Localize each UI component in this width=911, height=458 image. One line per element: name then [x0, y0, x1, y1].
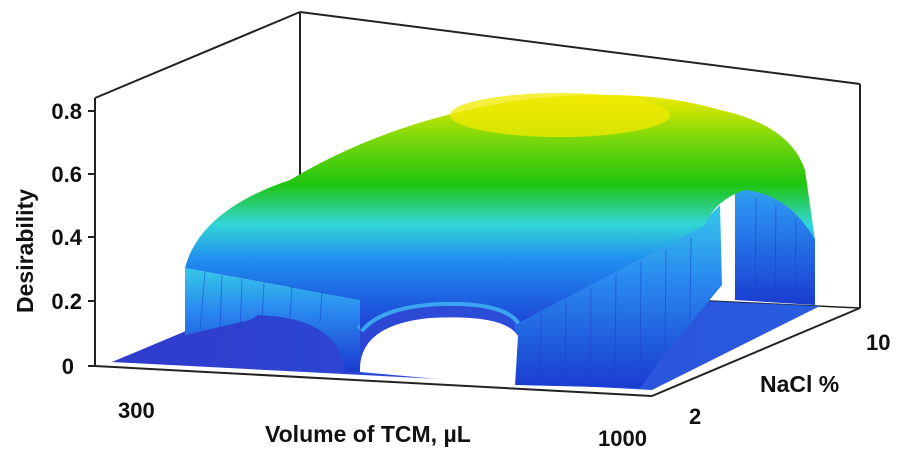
- x-axis-title: Volume of TCM, µL: [265, 421, 471, 447]
- x-axis-line: [94, 365, 653, 397]
- surface-body: [185, 93, 815, 388]
- back-right-top: [299, 11, 861, 85]
- surface-peak-highlight: [450, 93, 670, 137]
- back-top-edge: [94, 11, 301, 99]
- y-tick-label: 10: [866, 330, 890, 355]
- x-axis-labels: 300 1000 Volume of TCM, µL: [118, 398, 647, 451]
- y-tick-label: 2: [689, 404, 701, 429]
- axes-box: [94, 11, 861, 397]
- y-axis-line: [651, 307, 861, 397]
- z-tick-label: 0.6: [51, 162, 82, 187]
- z-tick-label: 0.2: [51, 289, 82, 314]
- surface-facet-lines: [199, 197, 797, 385]
- z-ticks: 0 0.2 0.4 0.6 0.8: [51, 99, 95, 379]
- z-axis-title: Desirability: [12, 189, 38, 313]
- x-tick-label: 300: [118, 398, 155, 423]
- y-axis-labels: 2 10 NaCl %: [689, 330, 890, 429]
- surface-wall-front-right: [515, 205, 722, 388]
- z-tick-label: 0: [62, 354, 74, 379]
- y-axis-title: NaCl %: [760, 371, 839, 397]
- surface-wall-front-left: [185, 268, 360, 372]
- z-tick-label: 0.8: [51, 99, 82, 124]
- x-tick-label: 1000: [598, 426, 647, 451]
- surface-arch-inner: [359, 317, 518, 386]
- surface-top: [185, 94, 815, 330]
- z-tick-label: 0.4: [51, 225, 82, 250]
